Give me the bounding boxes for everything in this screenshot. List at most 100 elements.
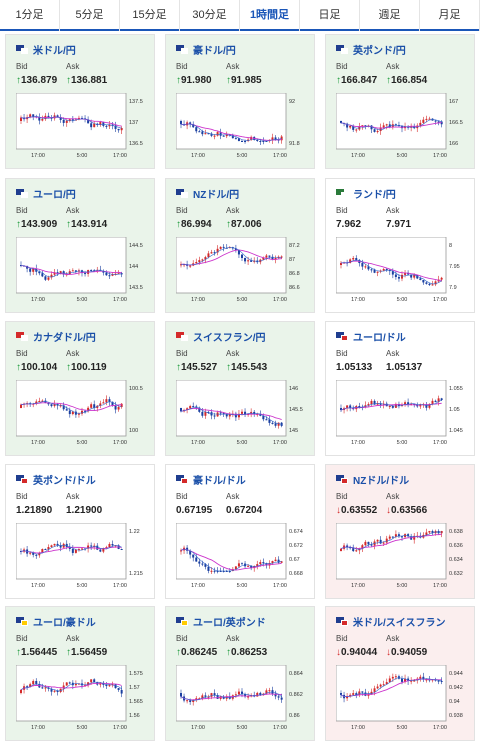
- ask-value: 91.985: [231, 75, 262, 86]
- x-tick-label: 17:00: [433, 297, 447, 303]
- currency-pair-link[interactable]: ランド/円: [353, 189, 396, 201]
- currency-pair-link[interactable]: ユーロ/豪ドル: [33, 617, 96, 629]
- mini-candlestick-chart[interactable]: 87.957.917:00 5:00 17:00: [336, 237, 471, 307]
- candle-body: [26, 686, 29, 688]
- y-tick-label: 0.674: [289, 529, 303, 535]
- down-arrow-icon: ↓: [336, 505, 341, 516]
- rate-card[interactable]: 英ポンド/円 Bid Ask ↑166.847 ↑166.854 167 166.5 1…: [325, 34, 475, 169]
- rate-card[interactable]: ランド/円 Bid Ask 7.962 7.971 8 7.95 7.9 17:00 5:0…: [325, 178, 475, 313]
- rate-card[interactable]: 米ドル/円 Bid Ask ↑136.879 ↑136.881 137.5 137 13…: [5, 34, 155, 169]
- candle-body: [271, 256, 274, 260]
- candle-body: [222, 413, 225, 415]
- currency-pair-link[interactable]: NZドル/ドル: [353, 475, 410, 487]
- tab-timeframe[interactable]: 5分足: [60, 0, 120, 31]
- currency-pair-link[interactable]: 英ポンド/ドル: [33, 475, 96, 487]
- candle-body: [93, 545, 96, 547]
- moving-average-line: [340, 402, 442, 411]
- rate-card[interactable]: 豪ドル/円 Bid Ask ↑91.980 ↑91.985 92 91.8 17:00 5…: [165, 34, 315, 169]
- candle-body: [105, 125, 108, 127]
- candle-body: [256, 564, 259, 567]
- currency-pair-link[interactable]: カナダドル/円: [33, 332, 96, 344]
- candle-body: [210, 570, 213, 572]
- candle-body: [237, 691, 240, 695]
- currency-pair-link[interactable]: 豪ドル/円: [193, 45, 236, 57]
- bid-value: 1.21890: [16, 505, 53, 516]
- candle-body: [210, 133, 213, 136]
- rate-card[interactable]: カナダドル/円 Bid Ask ↑100.104 ↑100.119 100.5 100…: [5, 321, 155, 456]
- rate-card[interactable]: NZドル/円 Bid Ask ↑86.994 ↑87.006 87.2 87 86.8 8…: [165, 178, 315, 313]
- x-tick-label: 17:00: [351, 583, 365, 589]
- currency-pair-link[interactable]: 米ドル/スイスフラン: [353, 617, 446, 629]
- rate-card[interactable]: ユーロ/豪ドル Bid Ask ↑1.56445 ↑1.56459 1.575 1.5…: [5, 606, 155, 741]
- bid-label: Bid: [336, 492, 348, 501]
- y-tick-label: 1.045: [449, 428, 463, 434]
- candle-body: [35, 680, 38, 685]
- tab-timeframe[interactable]: 週足: [360, 0, 420, 31]
- tab-timeframe[interactable]: 15分足: [120, 0, 180, 31]
- rate-card[interactable]: ユーロ/ドル Bid Ask 1.05133 1.05137 1.055 1.05 1.…: [325, 321, 475, 456]
- currency-pair-link[interactable]: スイスフラン/円: [193, 332, 266, 344]
- currency-pair-link[interactable]: 米ドル/円: [33, 45, 76, 57]
- up-arrow-icon: ↑: [66, 219, 71, 230]
- tab-timeframe[interactable]: 月足: [420, 0, 480, 31]
- y-tick-label: 0.672: [289, 543, 303, 549]
- ask-label: Ask: [386, 492, 400, 501]
- tab-timeframe[interactable]: 30分足: [180, 0, 240, 31]
- rate-card[interactable]: ユーロ/円 Bid Ask ↑143.909 ↑143.914 144.5 144 14…: [5, 178, 155, 313]
- rate-card[interactable]: スイスフラン/円 Bid Ask ↑145.527 ↑145.543 146 145.…: [165, 321, 315, 456]
- candle-body: [47, 402, 50, 405]
- currency-pair-link[interactable]: ユーロ/英ポンド: [193, 617, 266, 629]
- rate-card[interactable]: 豪ドル/ドル Bid Ask 0.67195 0.67204 0.674 0.672 0…: [165, 464, 315, 599]
- currency-pair-link[interactable]: NZドル/円: [193, 189, 240, 201]
- candle-body: [271, 561, 274, 564]
- candle-body: [59, 688, 62, 693]
- currency-flag-icon: [336, 44, 348, 54]
- currency-pair-link[interactable]: 豪ドル/ドル: [193, 475, 246, 487]
- bid-label: Bid: [16, 62, 28, 71]
- rate-card[interactable]: NZドル/ドル Bid Ask ↓0.63552 ↓0.63566 0.638 0.6…: [325, 464, 475, 599]
- candle-body: [105, 399, 108, 403]
- rate-card[interactable]: 英ポンド/ドル Bid Ask 1.21890 1.21900 1.22 1.215 1…: [5, 464, 155, 599]
- candle-body: [391, 536, 394, 538]
- currency-pair-link[interactable]: ユーロ/円: [33, 189, 76, 201]
- candle-body: [47, 277, 50, 280]
- candle-body: [370, 125, 373, 130]
- candle-body: [81, 117, 83, 119]
- bid-value: 143.909: [21, 219, 58, 230]
- currency-pair-link[interactable]: 英ポンド/円: [353, 45, 406, 57]
- tab-timeframe[interactable]: 1時間足: [240, 0, 300, 31]
- currency-pair-link[interactable]: ユーロ/ドル: [353, 332, 406, 344]
- candle-body: [41, 687, 44, 689]
- candle-body: [222, 696, 225, 699]
- candle-body: [422, 280, 425, 283]
- candle-body: [50, 117, 53, 119]
- candle-body: [216, 412, 219, 417]
- candle-body: [274, 693, 277, 697]
- rate-card[interactable]: ユーロ/英ポンド Bid Ask ↑0.86245 ↑0.86253 0.864 0.…: [165, 606, 315, 741]
- tab-timeframe[interactable]: 日足: [300, 0, 360, 31]
- y-tick-label: 137.5: [129, 99, 143, 105]
- candle-body: [74, 549, 77, 553]
- candle-body: [440, 680, 443, 682]
- candle-body: [265, 563, 268, 566]
- rate-card[interactable]: 米ドル/スイスフラン Bid Ask ↓0.94044 ↓0.94059 0.944…: [325, 606, 475, 741]
- candle-body: [244, 694, 247, 697]
- candle-body: [237, 563, 240, 567]
- x-tick-label: 17:00: [351, 440, 365, 446]
- tab-timeframe[interactable]: 1分足: [0, 0, 60, 31]
- x-tick-label: 5:00: [397, 725, 408, 731]
